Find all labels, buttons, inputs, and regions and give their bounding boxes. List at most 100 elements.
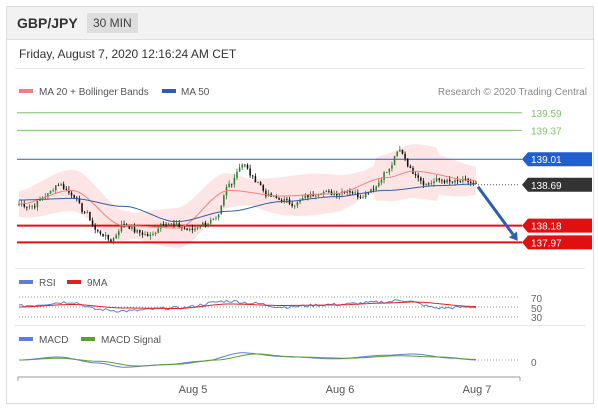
candle-body — [86, 211, 89, 213]
candle-body — [296, 202, 299, 206]
candle-body — [401, 149, 404, 154]
candle-body — [322, 191, 325, 195]
candle-body — [141, 232, 144, 235]
candle-body — [146, 234, 149, 237]
candle-body — [23, 203, 26, 207]
candle-body — [283, 199, 286, 202]
candle-body — [433, 181, 435, 184]
candle-body — [456, 180, 459, 182]
rsi-panel: RSI 9MA 70 50 30 — [18, 278, 543, 324]
candle-body — [399, 149, 401, 152]
candle-body — [346, 191, 349, 193]
candle-body — [293, 205, 296, 207]
candle-body — [364, 192, 367, 198]
candle-body — [99, 231, 102, 234]
candle-body — [359, 197, 362, 198]
candle-body — [139, 230, 141, 233]
rsi-ma-line — [19, 301, 476, 309]
candle-body — [223, 195, 225, 206]
candle-body — [383, 172, 385, 180]
rsi-tick-50: 50 — [531, 304, 543, 315]
level-label-pivot: 139.01 — [531, 155, 562, 166]
rsi-ma-legend-label: 9MA — [87, 278, 108, 289]
candle-body — [249, 168, 251, 176]
candle-body — [317, 194, 320, 196]
candle-body — [136, 230, 138, 233]
candle-body — [54, 185, 57, 191]
candle-body — [280, 199, 283, 202]
candle-body — [372, 189, 375, 191]
candle-body — [241, 164, 244, 168]
candle-body — [380, 179, 383, 183]
candle-body — [307, 195, 309, 198]
candle-body — [230, 183, 233, 185]
candle-body — [152, 233, 154, 235]
candle-body — [336, 193, 338, 196]
candle-body — [259, 182, 262, 186]
candle-body — [81, 203, 83, 212]
candle-body — [207, 223, 209, 226]
candle-body — [420, 177, 422, 181]
candle-body — [36, 200, 39, 208]
candle-body — [83, 211, 86, 213]
candle-body — [173, 223, 175, 225]
level-label-support: 137.97 — [531, 238, 562, 249]
timeframe-badge[interactable]: 30 MIN — [87, 13, 138, 33]
divider — [15, 68, 585, 69]
candle-body — [186, 228, 188, 231]
candle-body — [349, 191, 351, 193]
candle-body — [73, 195, 75, 198]
candle-body — [157, 228, 159, 233]
candle-body — [448, 179, 451, 182]
candle-body — [47, 193, 49, 198]
candle-body — [469, 181, 472, 183]
candle-body — [215, 217, 217, 219]
candle-body — [107, 234, 110, 240]
candle-body — [212, 218, 215, 221]
candle-body — [425, 183, 427, 186]
candle-body — [375, 186, 377, 190]
candle-body — [251, 175, 254, 177]
candle-body — [299, 200, 301, 203]
macd-legend-swatch — [19, 337, 33, 341]
candle-body — [39, 199, 41, 201]
candle-body — [328, 190, 330, 192]
candle-body — [62, 184, 65, 190]
candle-body — [262, 185, 265, 191]
candle-body — [70, 192, 73, 196]
macd-tick-0: 0 — [531, 358, 537, 369]
candle-body — [354, 192, 356, 194]
candle-body — [120, 224, 123, 232]
candle-body — [123, 224, 125, 226]
candle-body — [443, 180, 446, 183]
candle-body — [199, 225, 202, 228]
candle-body — [417, 175, 420, 178]
candle-body — [246, 164, 249, 169]
level-tag-support — [522, 235, 592, 250]
candle-body — [202, 222, 204, 226]
candle-body — [160, 224, 162, 229]
rsi-ma-legend-swatch — [67, 280, 81, 284]
candle-body — [225, 187, 228, 196]
ma50-legend-swatch — [162, 89, 176, 93]
candle-body — [409, 166, 412, 168]
candle-body — [325, 190, 328, 192]
candle-body — [396, 151, 398, 156]
candle-body — [438, 178, 441, 180]
level-label-current: 138.69 — [531, 181, 562, 192]
candle-body — [94, 225, 96, 230]
candle-body — [254, 176, 257, 183]
candle-body — [220, 205, 223, 215]
candle-body — [52, 190, 54, 192]
candle-body — [385, 172, 388, 174]
candle-body — [351, 192, 354, 194]
ma20-legend-swatch — [19, 89, 33, 93]
candle-body — [320, 194, 322, 196]
candle-body — [451, 181, 454, 183]
level-label-support: 138.18 — [531, 222, 562, 233]
candle-body — [97, 229, 99, 232]
candle-body — [370, 189, 372, 193]
macd-signal-legend-swatch — [81, 337, 95, 341]
candle-body — [228, 183, 230, 188]
candle-body — [162, 224, 165, 225]
